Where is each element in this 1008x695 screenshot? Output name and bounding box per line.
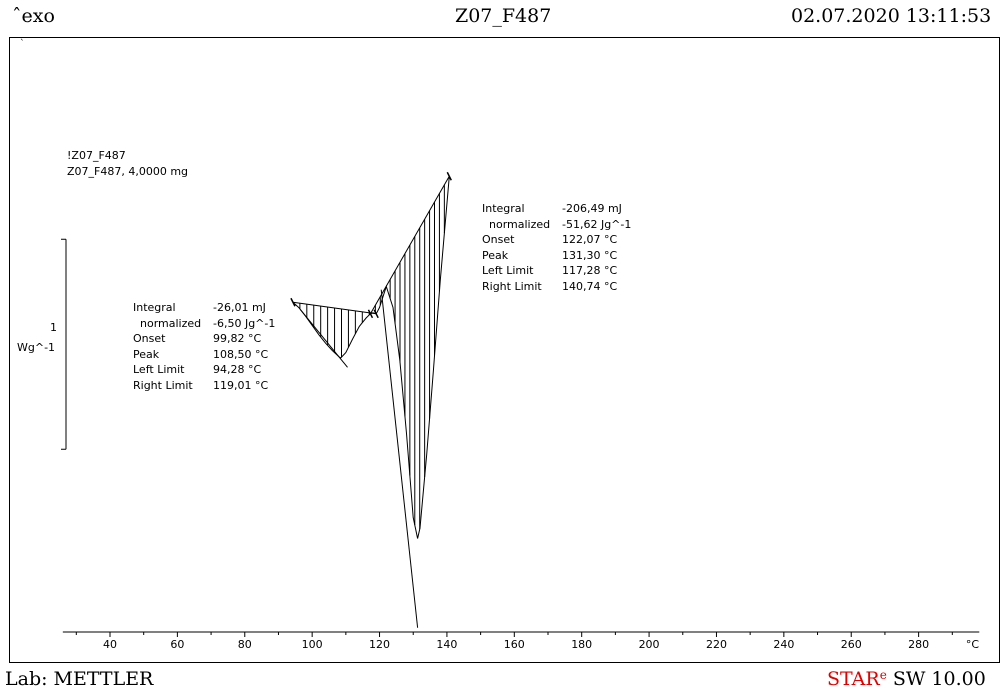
integral-label: Integral bbox=[482, 202, 525, 215]
peak-2-peak: 131,30 °C bbox=[562, 248, 618, 262]
peak-label: Peak bbox=[482, 248, 509, 262]
peak-2-onset: 122,07 °C bbox=[562, 233, 618, 246]
onset-label: Onset bbox=[133, 332, 166, 345]
x-tick-label: 280 bbox=[908, 638, 929, 651]
peak-1-peak: 108,50 °C bbox=[213, 347, 269, 361]
timestamp: 02.07.2020 13:11:53 bbox=[791, 5, 992, 27]
limit-marker bbox=[373, 309, 379, 319]
peak-2-integral: -206,49 mJ bbox=[562, 202, 622, 215]
sample-name: !Z07_F487 bbox=[67, 149, 126, 162]
peak-2-onset-tangent bbox=[380, 289, 419, 628]
sample-mass: Z07_F487, 4,0000 mg bbox=[67, 165, 189, 178]
x-tick-label: 260 bbox=[841, 638, 862, 651]
left-limit-label: Left Limit bbox=[482, 264, 534, 277]
exo-direction-label: ˆexo bbox=[12, 5, 55, 27]
peak-1-integral: -26,01 mJ bbox=[213, 301, 266, 314]
x-axis-label: °C bbox=[966, 638, 980, 651]
y-scale-value: 1 bbox=[50, 321, 57, 334]
peak-1-onset: 99,82 °C bbox=[213, 332, 262, 345]
x-tick-label: 60 bbox=[170, 638, 184, 651]
brand-e: e bbox=[879, 668, 887, 682]
brand-version: SW 10.00 bbox=[886, 668, 986, 690]
onset-label: Onset bbox=[482, 233, 515, 246]
x-tick-label: 80 bbox=[238, 638, 252, 651]
page-title: Z07_F487 bbox=[455, 5, 552, 27]
x-tick-label: 180 bbox=[571, 638, 592, 651]
x-tick-label: 40 bbox=[103, 638, 117, 651]
peak-1-onset-tangent bbox=[299, 309, 348, 368]
limit-marker bbox=[446, 171, 452, 181]
left-limit-label: Left Limit bbox=[133, 363, 185, 376]
y-scale-unit: Wg^-1 bbox=[17, 341, 56, 354]
peak-2-normalized: -51,62 Jg^-1 bbox=[562, 217, 632, 231]
x-tick-label: 160 bbox=[504, 638, 525, 651]
x-tick-label: 120 bbox=[369, 638, 390, 651]
peak-2-left-limit: 117,28 °C bbox=[562, 264, 618, 277]
x-tick-label: 140 bbox=[436, 638, 457, 651]
peak-1-right-limit: 119,01 °C bbox=[213, 378, 269, 392]
plot-frame bbox=[9, 37, 1000, 663]
corner-mark: ` bbox=[20, 39, 25, 49]
x-tick-label: 240 bbox=[773, 638, 794, 651]
software-brand: STARe SW 10.00 bbox=[827, 668, 986, 690]
peak-2-results: Integral -206,49 mJ normalized -51,62 Jg^-… bbox=[482, 201, 631, 294]
peak-1-normalized: -6,50 Jg^-1 bbox=[213, 316, 276, 330]
right-limit-label: Right Limit bbox=[133, 378, 193, 392]
normalized-label: normalized bbox=[140, 316, 202, 330]
dsc-curve bbox=[292, 176, 450, 539]
limit-marker bbox=[290, 297, 296, 307]
brand-star: STAR bbox=[827, 668, 880, 690]
right-limit-label: Right Limit bbox=[482, 279, 542, 293]
lab-label: Lab: METTLER bbox=[5, 668, 154, 690]
peak-2-right-limit: 140,74 °C bbox=[562, 279, 618, 293]
limit-marker bbox=[367, 309, 374, 319]
peak-1-left-limit: 94,28 °C bbox=[213, 363, 262, 376]
normalized-label: normalized bbox=[489, 217, 551, 231]
x-tick-label: 220 bbox=[706, 638, 727, 651]
integral-label: Integral bbox=[133, 301, 176, 314]
peak-label: Peak bbox=[133, 347, 160, 361]
x-tick-label: 100 bbox=[302, 638, 323, 651]
peak-1-results: Integral -26,01 mJ normalized -6,50 Jg^-1 … bbox=[133, 300, 275, 393]
x-tick-label: 200 bbox=[639, 638, 660, 651]
